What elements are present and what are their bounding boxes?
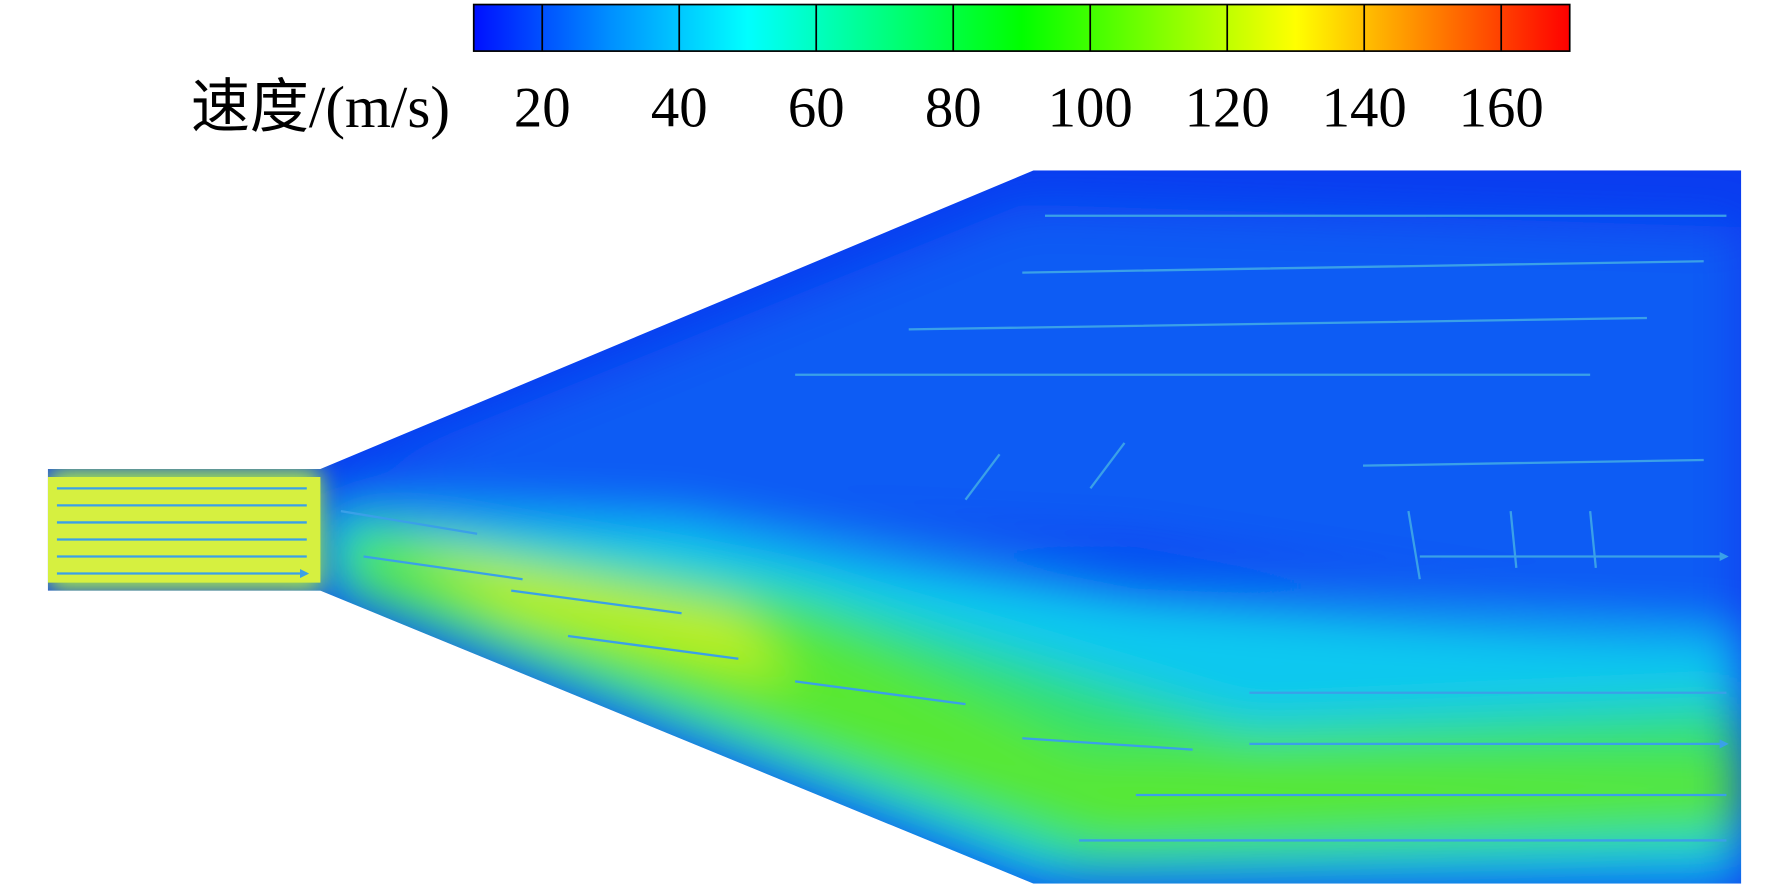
colorbar-tick-label: 20: [514, 77, 571, 140]
colorbar-tick-label: 120: [1185, 77, 1270, 140]
colorbar-tick-label: 160: [1459, 77, 1544, 140]
colorbar-tick-label: 80: [925, 77, 982, 140]
colorbar-tick-label: 60: [788, 77, 845, 140]
colorbar-tick-label: 100: [1048, 77, 1133, 140]
velocity-vectors: [56, 214, 1727, 842]
colorbar-tick-label: 140: [1322, 77, 1407, 140]
colorbar-tick-label: 40: [651, 77, 708, 140]
colorbar: [472, 3, 1571, 52]
colorbar-label: 速度/(m/s): [191, 74, 450, 140]
